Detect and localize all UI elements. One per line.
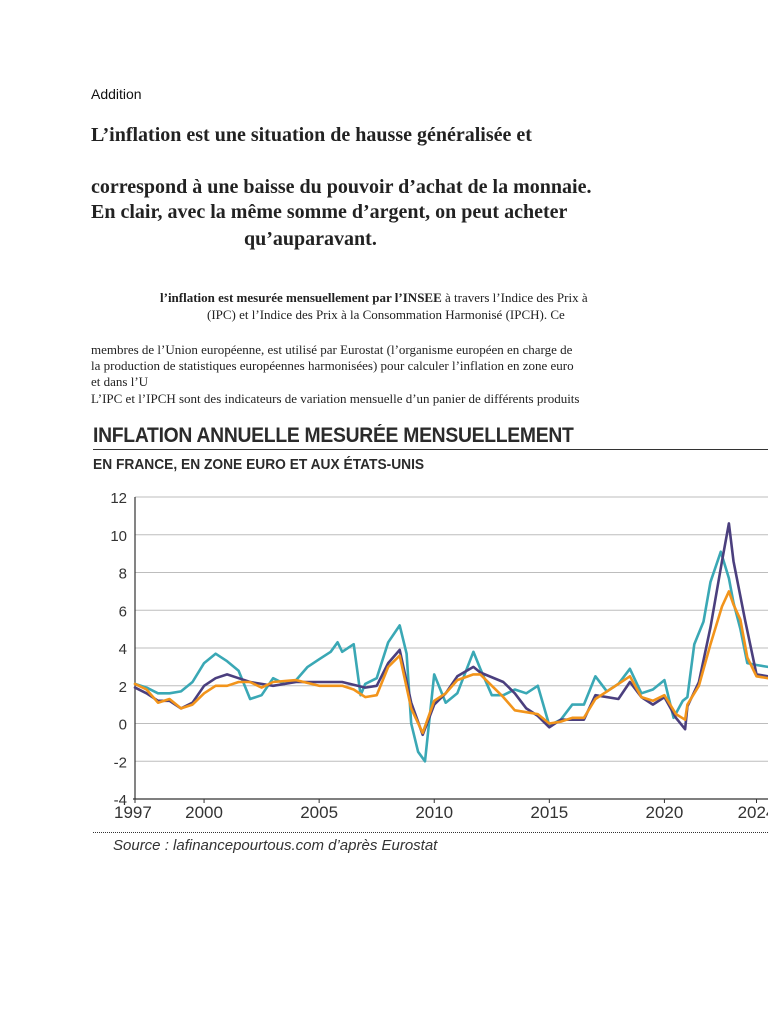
body-paragraph-2-line-1: membres de l’Union européenne, est utili…: [91, 342, 573, 357]
header-label: Addition: [91, 86, 142, 102]
grid-lines: [135, 496, 768, 762]
body-paragraph-2-line-4: L’IPC et l’IPCH sont des indicateurs de …: [91, 391, 580, 406]
series-line-zone-euro: [133, 522, 768, 737]
chart-subtitle: EN FRANCE, EN ZONE EURO ET AUX ÉTATS-UNI…: [93, 457, 425, 473]
y-tick-label: 2: [119, 679, 127, 696]
y-tick-label: 12: [110, 490, 127, 507]
x-tick-label: 2020: [646, 803, 684, 822]
body-paragraph-1-line-2: (IPC) et l’Indice des Prix à la Consomma…: [207, 307, 565, 322]
source-rule: [93, 832, 768, 833]
source-note: Source : lafinancepourtous.com d’après E…: [113, 837, 438, 854]
body-paragraph-1-line-1: l’inflation est mesurée mensuellement pa…: [160, 290, 588, 306]
intro-line-4: qu’auparavant.: [244, 228, 377, 250]
y-tick-label: 8: [119, 566, 127, 583]
chart-title: INFLATION ANNUELLE MESURÉE MENSUELLEMENT: [93, 424, 574, 447]
body-bold-text: l’inflation est mesurée mensuellement pa…: [160, 290, 442, 305]
x-tick-label: 2015: [530, 803, 568, 822]
title-rule: [93, 449, 768, 450]
intro-line-1: L’inflation est une situation de hausse …: [91, 124, 532, 146]
y-tick-label: -4: [114, 792, 127, 809]
x-tick-label: 1997: [114, 803, 152, 822]
chart-series: [133, 522, 768, 763]
y-tick-label: -2: [114, 754, 127, 771]
x-tick-label: 2005: [300, 803, 338, 822]
body-text: à travers l’Indice des Prix à: [441, 290, 588, 305]
y-tick-label: 0: [119, 717, 127, 734]
x-tick-label: 2010: [415, 803, 453, 822]
y-tick-label: 6: [119, 603, 127, 620]
x-tick-label: 2000: [185, 803, 223, 822]
intro-line-2: correspond à une baisse du pouvoir d’ach…: [91, 176, 592, 198]
intro-line-3: En clair, avec la même somme d’argent, o…: [91, 201, 568, 223]
chart-axes: [133, 497, 768, 803]
body-paragraph-2-line-3: et dans l’U: [91, 374, 149, 389]
chart-tick-labels: -4 -2 0 2 4 6 8 10 12 1997 2000 2005 2010 2015 2020 202…: [110, 490, 768, 822]
y-tick-label: 10: [110, 528, 127, 545]
y-tick-label: 4: [119, 641, 127, 658]
series-line-etats-unis: [133, 550, 768, 763]
inflation-line-chart: -4 -2 0 2 4 6 8 10 12 1997 2000 2005 2010 2015 2020 202…: [110, 490, 768, 822]
series-line-france: [133, 590, 768, 735]
body-paragraph-2-line-2: la production de statistiques européenne…: [91, 358, 574, 373]
